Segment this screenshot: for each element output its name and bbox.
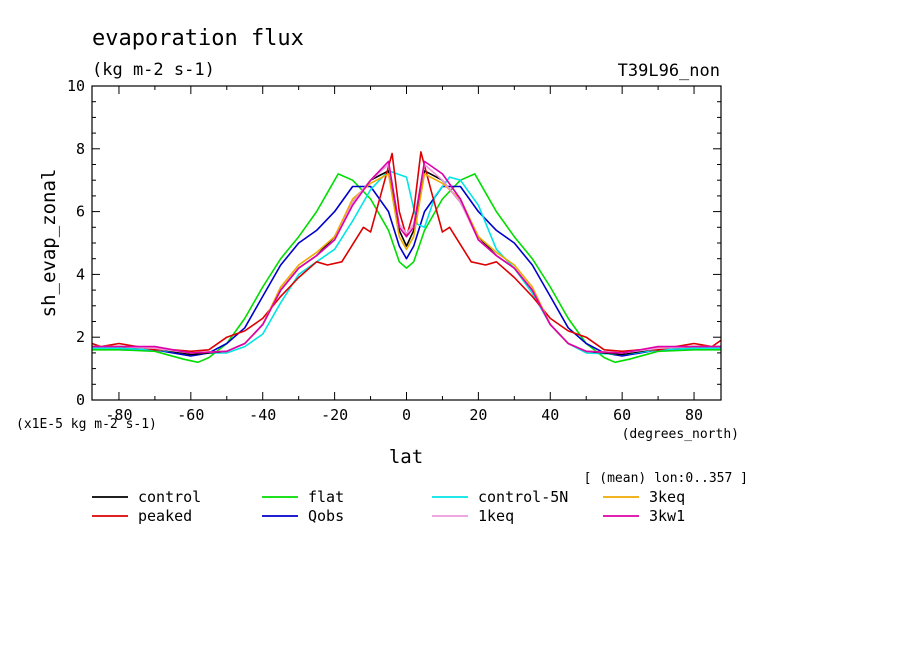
series-line-Qobs bbox=[92, 185, 721, 357]
legend-label: 1keq bbox=[478, 507, 514, 525]
x-units-label: (degrees_north) bbox=[622, 427, 739, 442]
series-lines bbox=[92, 151, 721, 364]
series-line-flat bbox=[92, 173, 721, 364]
legend-label: Qobs bbox=[308, 507, 344, 525]
series-line-3keq bbox=[92, 173, 721, 354]
legend-label: 3keq bbox=[649, 488, 685, 506]
legend-item-1keq: 1keq bbox=[432, 507, 514, 525]
y-axis-label: sh_evap_zonal bbox=[38, 169, 60, 318]
x-tick-label: 60 bbox=[613, 406, 631, 424]
x-tick-label: -80 bbox=[105, 406, 132, 424]
legend-label: 3kw1 bbox=[649, 507, 685, 525]
x-tick-label: 0 bbox=[402, 406, 411, 424]
mean-note: [ (mean) lon:0..357 ] bbox=[584, 471, 748, 486]
chart-title: evaporation flux bbox=[92, 26, 304, 51]
x-tick-label: 80 bbox=[685, 406, 703, 424]
y-scale-label: (x1E-5 kg m-2 s-1) bbox=[16, 417, 157, 432]
legend-item-peaked: peaked bbox=[92, 507, 192, 525]
legend-item-flat: flat bbox=[262, 488, 344, 506]
x-tick-label: -40 bbox=[249, 406, 276, 424]
y-tick-label: 6 bbox=[76, 203, 85, 221]
y-tick-label: 8 bbox=[76, 140, 85, 158]
y-tick-label: 2 bbox=[76, 328, 85, 346]
legend-item-control-5N: control-5N bbox=[432, 488, 568, 506]
series-line-control bbox=[92, 170, 721, 356]
x-tick-label: 40 bbox=[541, 406, 559, 424]
legend-label: control-5N bbox=[478, 488, 568, 506]
y-tick-label: 0 bbox=[76, 391, 85, 409]
axis-ticks bbox=[92, 86, 721, 400]
legend-item-3keq: 3keq bbox=[603, 488, 685, 506]
legend-label: peaked bbox=[138, 507, 192, 525]
legend-item-control: control bbox=[92, 488, 201, 506]
x-axis-label: lat bbox=[389, 446, 423, 468]
series-line-3kw1 bbox=[92, 160, 721, 354]
legend-item-Qobs: Qobs bbox=[262, 507, 344, 525]
series-line-peaked bbox=[92, 151, 721, 353]
run-label: T39L96_non bbox=[618, 61, 720, 81]
series-line-control-5N bbox=[92, 170, 721, 356]
legend-label: control bbox=[138, 488, 201, 506]
legend: control flat control-5N 3keq peaked Qobs 1keq 3… bbox=[92, 488, 685, 525]
x-tick-label: -60 bbox=[177, 406, 204, 424]
x-tick-label: -20 bbox=[321, 406, 348, 424]
x-tick-label: 20 bbox=[469, 406, 487, 424]
y-tick-label: 4 bbox=[76, 265, 85, 283]
units-subtitle: (kg m-2 s-1) bbox=[92, 60, 215, 80]
y-tick-label: 10 bbox=[67, 77, 85, 95]
legend-label: flat bbox=[308, 488, 344, 506]
plot-frame bbox=[91, 85, 722, 401]
tick-labels: -80 -60 -40 -20 0 20 40 60 80 0 2 4 6 8 10 bbox=[67, 77, 703, 424]
legend-item-3kw1: 3kw1 bbox=[603, 507, 685, 525]
